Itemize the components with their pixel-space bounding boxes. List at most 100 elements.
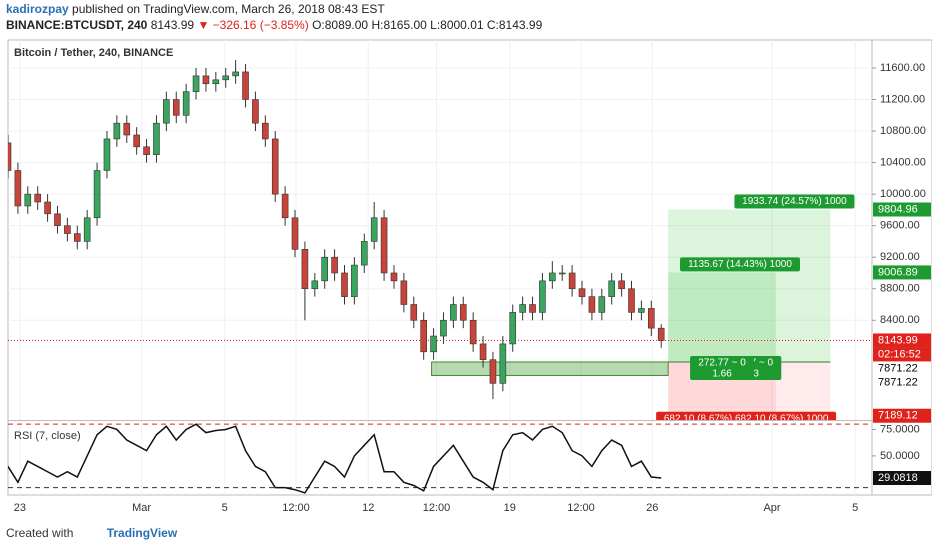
- candle-body: [262, 122, 269, 140]
- x-tick-label: 12:00: [567, 502, 595, 514]
- candle-body: [44, 201, 51, 215]
- candle-body: [222, 75, 230, 81]
- countdown: 02:16:52: [878, 348, 921, 360]
- y-tick-label: 8400.00: [880, 314, 920, 326]
- candle-body: [172, 99, 180, 116]
- x-tick-label: 23: [14, 502, 26, 514]
- price-label: 9006.89: [878, 266, 918, 278]
- rsi-tick-label: 50.0000: [880, 450, 920, 462]
- candle-body: [588, 296, 596, 313]
- candle-body: [113, 122, 121, 140]
- target-label: 1135.67 (14.43%) 1000: [688, 259, 792, 270]
- price-label: 9804.96: [878, 203, 918, 215]
- candle-body: [390, 272, 398, 282]
- countdown-box: [873, 347, 931, 362]
- candle-body: [252, 99, 259, 124]
- candle-body: [133, 134, 140, 148]
- candle-body: [64, 225, 71, 234]
- x-tick-label: 5: [852, 502, 858, 514]
- candle-body: [489, 359, 497, 384]
- candle-body: [459, 304, 467, 321]
- rsi-last-box: [873, 470, 931, 485]
- author[interactable]: kadirozpay: [6, 2, 69, 16]
- candle-body: [331, 256, 338, 274]
- price-label-box: [873, 265, 931, 280]
- candle-body: [539, 280, 546, 313]
- candle-body: [400, 280, 408, 305]
- candle-body: [360, 241, 368, 266]
- change: ▼ −326.16 (−3.85%): [197, 18, 309, 32]
- candle-body: [638, 308, 645, 313]
- candle-body: [351, 264, 358, 297]
- ohlc: O:8089.00 H:8165.00 L:8000.01 C:8143.99: [312, 18, 543, 32]
- target-zone: [668, 272, 776, 362]
- candle-body: [529, 304, 536, 313]
- candle-body: [232, 71, 239, 77]
- candle-body: [291, 217, 299, 250]
- candle-body: [647, 308, 655, 329]
- candle-body: [370, 217, 378, 242]
- rsi-tick-label: 75.0000: [880, 423, 920, 435]
- x-tick-label: Mar: [132, 502, 151, 514]
- candle-body: [311, 280, 319, 290]
- candle-body: [479, 343, 487, 360]
- candle-body: [242, 71, 249, 100]
- candle-body: [93, 170, 101, 219]
- rsi-title: RSI (7, close): [14, 430, 81, 442]
- price-label: 8143.99: [878, 334, 918, 346]
- candle-body: [143, 146, 150, 156]
- x-tick-label: 12: [362, 502, 374, 514]
- symbol: BINANCE:BTCUSDT, 240: [6, 18, 148, 32]
- candle-body: [34, 193, 41, 203]
- candle-body: [598, 296, 606, 313]
- candle-body: [628, 288, 635, 313]
- footer: Created with TradingView: [6, 526, 177, 540]
- support-zone: [431, 361, 669, 376]
- candle-body: [420, 319, 427, 353]
- price-label-box: [873, 375, 931, 390]
- stop-label-box: [656, 411, 837, 420]
- frame: [7, 39, 932, 496]
- created: Created with: [6, 526, 74, 540]
- x-tick-label: 26: [646, 502, 658, 514]
- y-tick-label: 9200.00: [880, 251, 920, 263]
- candle-body: [182, 91, 190, 116]
- candle-body: [301, 249, 309, 290]
- candle-body: [568, 272, 576, 290]
- price-label: 7871.22: [878, 362, 918, 374]
- header-line: BINANCE:BTCUSDT, 240 8143.99 ▼ −326.16 (…: [6, 18, 542, 32]
- candle-body: [618, 280, 625, 290]
- candle-body: [14, 170, 22, 207]
- y-tick-label: 8800.00: [880, 283, 920, 295]
- candle-body: [440, 319, 447, 337]
- last: 8143.99: [150, 18, 195, 32]
- candle-body: [123, 122, 131, 136]
- candle-body: [321, 256, 329, 282]
- candle-body: [24, 193, 32, 207]
- y-tick-label: 9600.00: [880, 220, 920, 232]
- candle-body: [281, 193, 289, 219]
- candle-body: [558, 272, 566, 275]
- candle-body: [83, 217, 91, 242]
- candle-body: [212, 79, 220, 85]
- rsi-last-label: 29.0818: [878, 472, 918, 484]
- header-line: kadirozpay published on TradingView.com,…: [6, 2, 385, 16]
- y-tick-label: 10800.00: [880, 125, 926, 137]
- price-label: 7871.22: [878, 376, 918, 388]
- brand[interactable]: TradingView: [106, 526, 178, 540]
- price-label-box: [873, 202, 931, 217]
- candle-body: [192, 75, 200, 92]
- price-label: 7189.12: [878, 410, 918, 422]
- target-label-box: [680, 257, 800, 272]
- candle-body: [163, 99, 170, 124]
- candle-body: [73, 233, 81, 242]
- candle-body: [519, 304, 526, 313]
- x-tick-label: Apr: [763, 502, 780, 514]
- stats-label: 1.66: [712, 369, 732, 380]
- candle-body: [657, 327, 665, 341]
- candle-body: [578, 288, 586, 297]
- candle-body: [54, 213, 61, 226]
- candle-body: [271, 138, 279, 195]
